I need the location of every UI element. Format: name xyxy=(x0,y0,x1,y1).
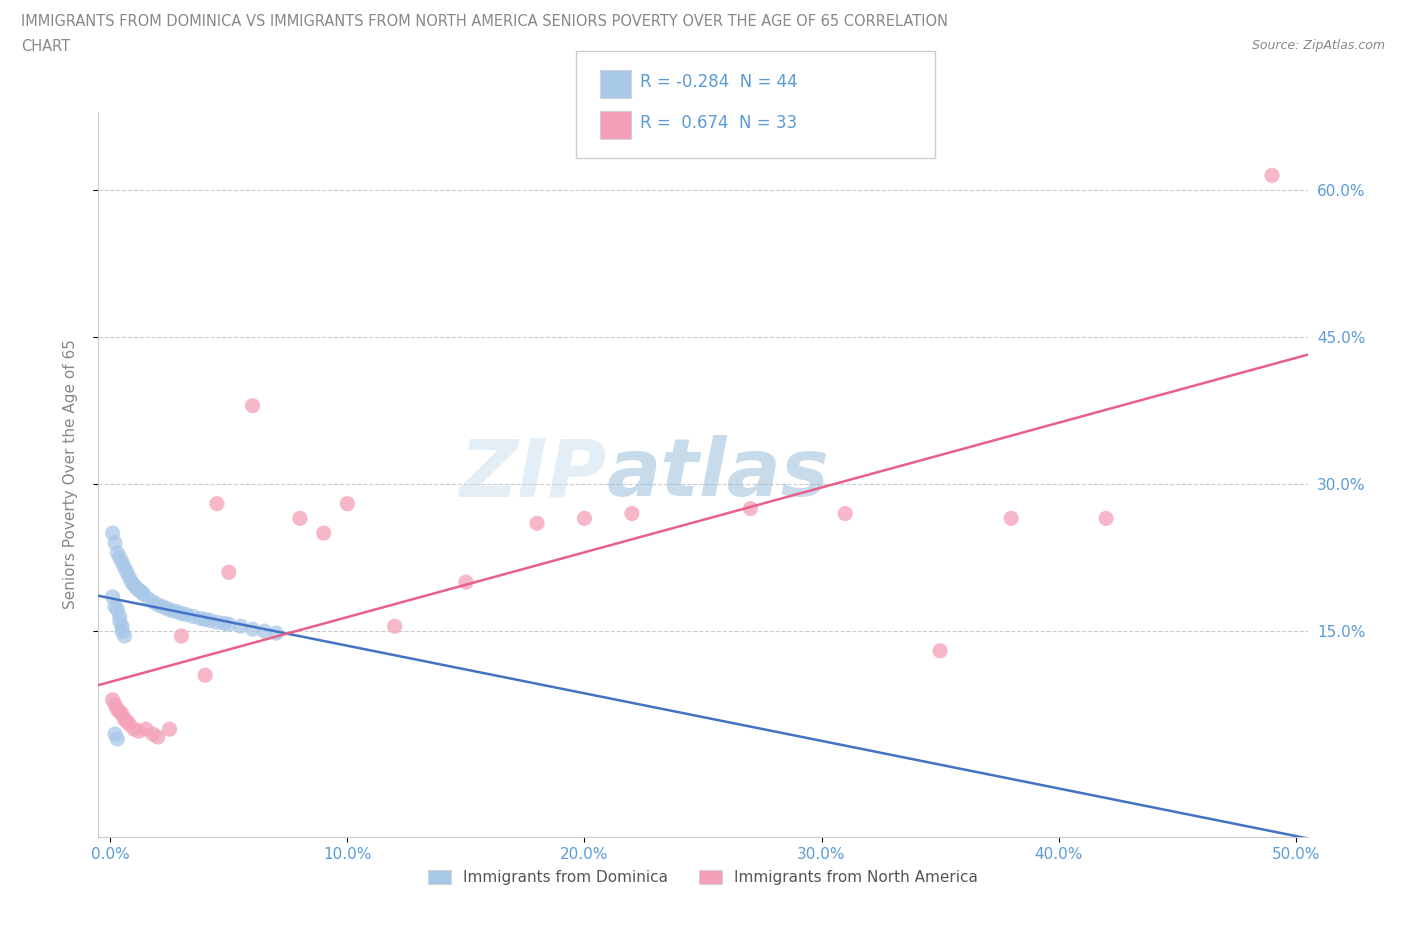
Point xyxy=(105,545,128,560)
Point xyxy=(115,565,138,579)
Point xyxy=(1000,511,1022,525)
Point xyxy=(122,722,145,737)
Text: atlas: atlas xyxy=(606,435,830,513)
Point xyxy=(128,724,150,738)
Point xyxy=(205,615,228,630)
Point xyxy=(181,609,204,624)
Point xyxy=(212,616,235,631)
Point xyxy=(105,702,128,717)
Point xyxy=(574,511,596,525)
Point xyxy=(242,398,264,413)
Y-axis label: Seniors Poverty Over the Age of 65: Seniors Poverty Over the Age of 65 xyxy=(63,339,77,609)
Point xyxy=(1261,168,1284,183)
Point xyxy=(218,565,240,579)
Point xyxy=(160,604,183,618)
Point xyxy=(132,587,155,602)
Point xyxy=(114,629,136,644)
Point xyxy=(108,704,131,719)
Text: IMMIGRANTS FROM DOMINICA VS IMMIGRANTS FROM NORTH AMERICA SENIORS POVERTY OVER T: IMMIGRANTS FROM DOMINICA VS IMMIGRANTS F… xyxy=(21,14,948,29)
Point xyxy=(111,618,134,633)
Point xyxy=(125,580,148,595)
Point xyxy=(1095,511,1118,525)
Point xyxy=(115,714,138,729)
Text: Source: ZipAtlas.com: Source: ZipAtlas.com xyxy=(1251,39,1385,52)
Point xyxy=(108,551,131,565)
Point xyxy=(834,506,856,521)
Point xyxy=(104,698,127,712)
Point xyxy=(929,644,952,658)
Point xyxy=(121,575,143,590)
Point xyxy=(142,726,165,741)
Text: ZIP: ZIP xyxy=(458,435,606,513)
Point xyxy=(198,613,221,628)
Point xyxy=(384,618,406,633)
Point xyxy=(136,591,159,606)
Point xyxy=(170,629,193,644)
Point xyxy=(190,611,212,626)
Point xyxy=(336,497,359,512)
Point xyxy=(122,578,145,592)
Point xyxy=(152,599,174,614)
Point xyxy=(454,575,477,590)
Point xyxy=(101,590,124,604)
Point xyxy=(104,599,127,614)
Point xyxy=(159,722,181,737)
Point xyxy=(108,614,131,629)
Point xyxy=(194,612,217,627)
Point xyxy=(205,497,228,512)
Point xyxy=(146,597,169,612)
Text: CHART: CHART xyxy=(21,39,70,54)
Point xyxy=(105,732,128,747)
Point xyxy=(114,712,136,727)
Point xyxy=(114,560,136,575)
Point xyxy=(104,536,127,551)
Point xyxy=(142,594,165,609)
Point xyxy=(101,692,124,707)
Point xyxy=(101,525,124,540)
Point xyxy=(108,609,131,624)
Point xyxy=(253,624,276,639)
Text: R =  0.674  N = 33: R = 0.674 N = 33 xyxy=(640,114,797,132)
Point xyxy=(229,618,252,633)
Point xyxy=(156,601,179,616)
Text: R = -0.284  N = 44: R = -0.284 N = 44 xyxy=(640,73,797,91)
Point xyxy=(242,622,264,637)
Point xyxy=(166,604,188,619)
Point xyxy=(740,501,762,516)
Point xyxy=(526,516,548,531)
Point xyxy=(104,726,127,741)
Point xyxy=(111,707,134,722)
Point xyxy=(194,668,217,683)
Point xyxy=(118,717,141,732)
Point xyxy=(118,570,141,585)
Point xyxy=(218,617,240,631)
Point xyxy=(170,606,193,621)
Point xyxy=(264,626,287,641)
Point xyxy=(146,729,169,744)
Point xyxy=(135,722,157,737)
Point xyxy=(312,525,335,540)
Point xyxy=(128,582,150,597)
Legend: Immigrants from Dominica, Immigrants from North America: Immigrants from Dominica, Immigrants fro… xyxy=(422,864,984,891)
Point xyxy=(620,506,643,521)
Point xyxy=(288,511,311,525)
Point xyxy=(105,602,128,617)
Point xyxy=(111,624,134,639)
Point xyxy=(174,607,197,622)
Point xyxy=(111,555,134,570)
Point xyxy=(129,584,152,599)
